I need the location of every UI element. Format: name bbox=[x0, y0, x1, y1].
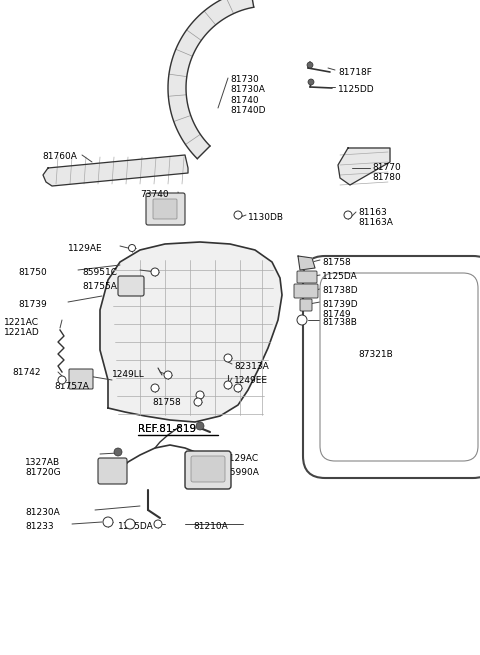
Text: 81739D
81749: 81739D 81749 bbox=[322, 300, 358, 320]
FancyBboxPatch shape bbox=[297, 271, 317, 283]
Text: 81738B: 81738B bbox=[322, 318, 357, 327]
Text: 82313A: 82313A bbox=[234, 362, 269, 371]
Circle shape bbox=[151, 384, 159, 392]
Circle shape bbox=[196, 391, 204, 399]
Circle shape bbox=[151, 268, 159, 276]
Text: 81233: 81233 bbox=[25, 522, 54, 531]
Text: 81163
81163A: 81163 81163A bbox=[358, 208, 393, 227]
Circle shape bbox=[196, 422, 204, 430]
Polygon shape bbox=[168, 0, 254, 159]
Text: 95990A: 95990A bbox=[224, 468, 259, 477]
Text: 1249LL: 1249LL bbox=[112, 370, 145, 379]
FancyBboxPatch shape bbox=[320, 273, 478, 461]
Text: 81755A: 81755A bbox=[82, 282, 117, 291]
Text: 81750: 81750 bbox=[18, 268, 47, 277]
Text: 81742: 81742 bbox=[12, 368, 40, 377]
FancyBboxPatch shape bbox=[69, 369, 93, 389]
Circle shape bbox=[164, 371, 172, 379]
Text: 81760A: 81760A bbox=[42, 152, 77, 161]
FancyBboxPatch shape bbox=[303, 256, 480, 478]
FancyBboxPatch shape bbox=[98, 458, 127, 484]
Text: 1221AC
1221AD: 1221AC 1221AD bbox=[4, 318, 40, 337]
Text: 85951C: 85951C bbox=[82, 268, 117, 277]
Text: 73740: 73740 bbox=[140, 190, 168, 199]
Circle shape bbox=[224, 381, 232, 389]
Circle shape bbox=[125, 519, 135, 529]
Circle shape bbox=[58, 376, 66, 384]
Circle shape bbox=[224, 354, 232, 362]
FancyBboxPatch shape bbox=[185, 451, 231, 489]
Polygon shape bbox=[338, 148, 390, 185]
Polygon shape bbox=[43, 155, 188, 186]
Text: 81738D: 81738D bbox=[322, 286, 358, 295]
Text: 81758: 81758 bbox=[322, 258, 351, 267]
Text: 81770
81780: 81770 81780 bbox=[372, 163, 401, 182]
FancyBboxPatch shape bbox=[153, 199, 177, 219]
Polygon shape bbox=[100, 242, 282, 422]
Circle shape bbox=[234, 211, 242, 219]
Text: 81758: 81758 bbox=[152, 398, 181, 407]
FancyBboxPatch shape bbox=[146, 193, 185, 225]
Text: 87321B: 87321B bbox=[358, 350, 393, 359]
Text: REF.81-819: REF.81-819 bbox=[138, 424, 196, 434]
Text: 1125DA: 1125DA bbox=[118, 522, 154, 531]
Circle shape bbox=[344, 211, 352, 219]
Text: 81730
81730A
81740
81740D: 81730 81730A 81740 81740D bbox=[230, 75, 265, 115]
Circle shape bbox=[129, 244, 135, 252]
Text: 1249EE: 1249EE bbox=[234, 376, 268, 385]
Text: 81739: 81739 bbox=[18, 300, 47, 309]
FancyBboxPatch shape bbox=[300, 299, 312, 311]
FancyBboxPatch shape bbox=[118, 276, 144, 296]
Circle shape bbox=[297, 315, 307, 325]
Circle shape bbox=[114, 448, 122, 456]
Text: 81230A: 81230A bbox=[25, 508, 60, 517]
Circle shape bbox=[234, 384, 242, 392]
Circle shape bbox=[103, 517, 113, 527]
Text: 1129AC: 1129AC bbox=[224, 454, 259, 463]
Polygon shape bbox=[298, 256, 315, 270]
Text: 1125DA: 1125DA bbox=[322, 272, 358, 281]
Text: 1130DB: 1130DB bbox=[248, 213, 284, 222]
Circle shape bbox=[307, 62, 313, 68]
Circle shape bbox=[308, 79, 314, 85]
Text: 81757A: 81757A bbox=[54, 382, 89, 391]
FancyBboxPatch shape bbox=[191, 456, 225, 482]
FancyBboxPatch shape bbox=[294, 284, 318, 298]
Circle shape bbox=[154, 520, 162, 528]
Text: 1129AE: 1129AE bbox=[68, 244, 103, 253]
Circle shape bbox=[194, 398, 202, 406]
Text: 1327AB
81720G: 1327AB 81720G bbox=[25, 458, 60, 477]
Text: 81210A: 81210A bbox=[193, 522, 228, 531]
Text: 1125DD: 1125DD bbox=[338, 85, 374, 94]
Text: REF.81-819: REF.81-819 bbox=[138, 424, 196, 434]
Text: 81718F: 81718F bbox=[338, 68, 372, 77]
